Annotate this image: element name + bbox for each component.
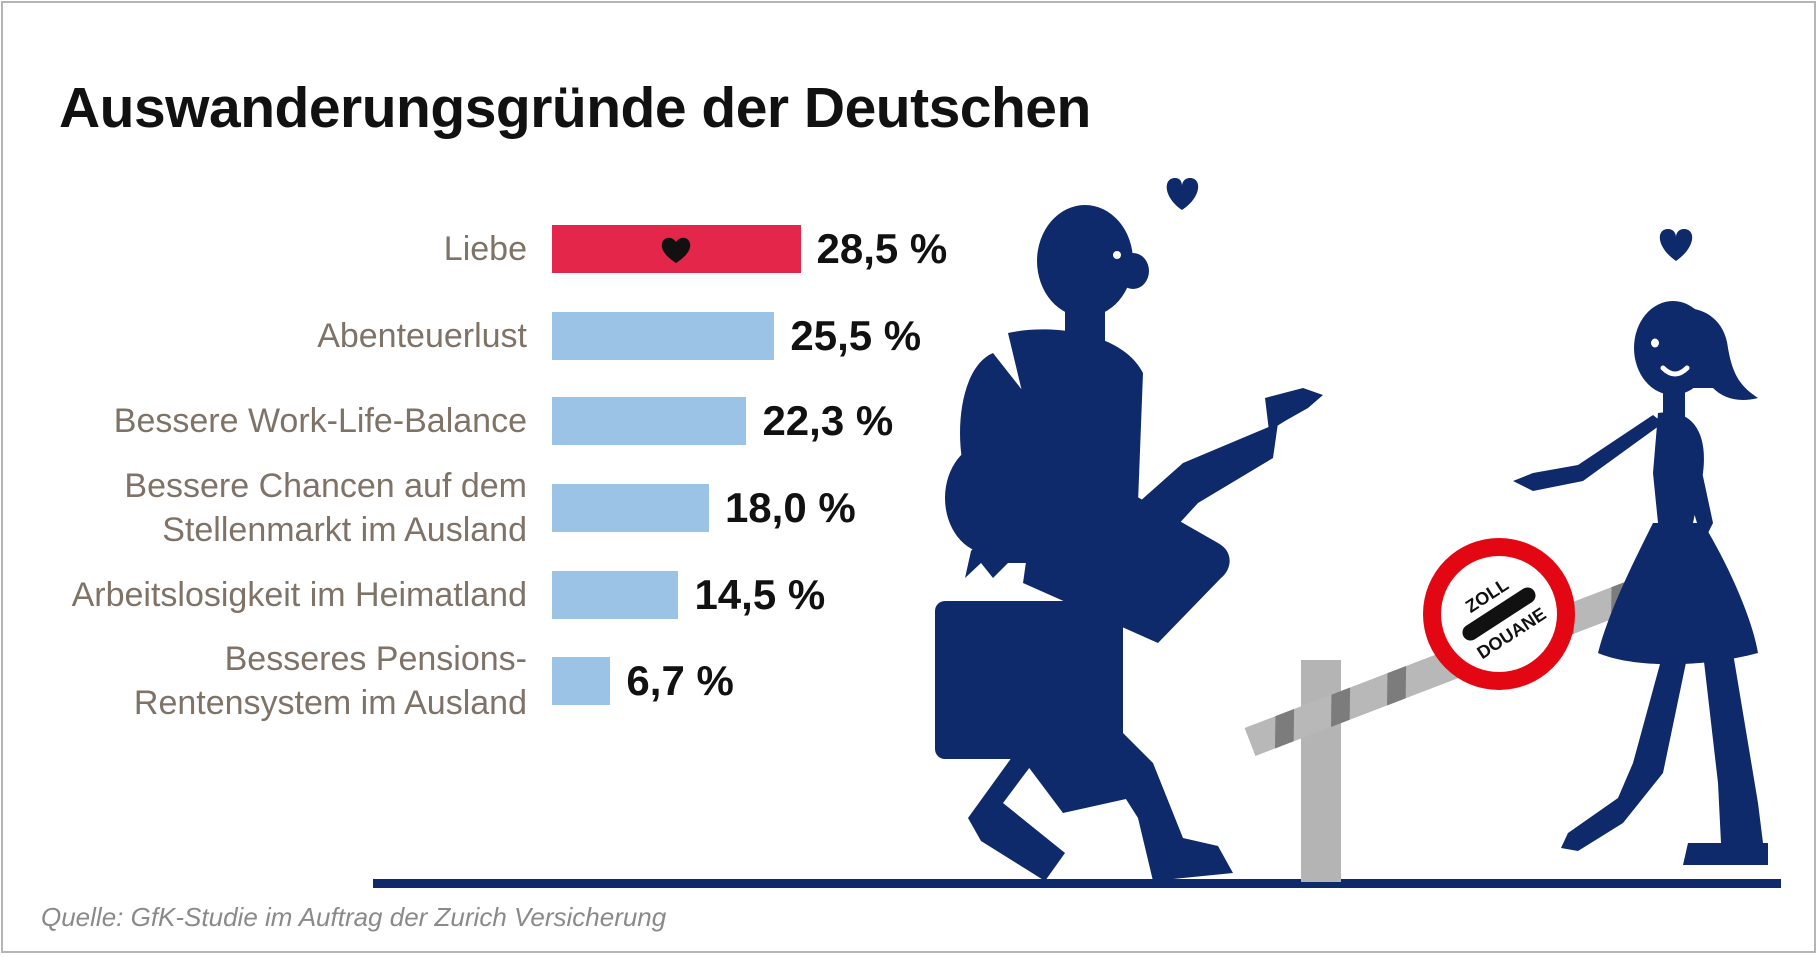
- bar-value-label: 22,3 %: [762, 397, 894, 444]
- bar-label: Abenteuerlust: [317, 314, 527, 358]
- heart-icon: [1166, 178, 1199, 210]
- barrier-post: [1301, 660, 1341, 882]
- bar-label: Arbeitslosigkeit im Heimatland: [72, 573, 527, 617]
- bar-label-line: Bessere Chancen auf dem: [124, 467, 527, 505]
- source-note: Quelle: GfK-Studie im Auftrag der Zurich…: [41, 902, 667, 932]
- woman-eye: [1651, 338, 1659, 348]
- bar-value-label: 6,7 %: [626, 657, 734, 704]
- bar-label-line: Rentensystem im Ausland: [133, 684, 527, 722]
- bar-label: Besseres Pensions- Rentensystem im Auslan…: [134, 637, 527, 725]
- bar: [552, 657, 611, 705]
- ground-line: [373, 879, 1781, 888]
- woman-smile: [1660, 365, 1690, 377]
- man-eye: [1113, 251, 1121, 259]
- heart-icon: [662, 237, 691, 263]
- bar-label: Liebe: [444, 227, 527, 271]
- bar-value-label: 28,5 %: [816, 225, 948, 272]
- customs-sign: ZOLL DOUANE: [1423, 538, 1575, 690]
- bar-label-line: Bessere Work-Life-Balance: [113, 402, 527, 440]
- bar-value-label: 14,5 %: [694, 571, 826, 618]
- heart-icon: [1659, 229, 1693, 261]
- woman-silhouette: [1513, 301, 1768, 865]
- bar: [552, 312, 775, 360]
- bar-label-line: Abenteuerlust: [317, 317, 527, 355]
- bar-label-line: Arbeitslosigkeit im Heimatland: [71, 576, 527, 614]
- bar: [552, 484, 709, 532]
- bar: [552, 397, 747, 445]
- bar-label-line: Liebe: [443, 230, 527, 268]
- bar-label-line: Stellenmarkt im Ausland: [162, 511, 527, 549]
- chart-title: Auswanderungsgründe der Deutschen: [59, 76, 1091, 140]
- bar-label-line: Besseres Pensions-: [224, 640, 527, 678]
- man-silhouette: [935, 205, 1323, 881]
- bar-value-label: 18,0 %: [724, 484, 856, 531]
- illustration: ZOLL DOUANE: [373, 178, 1781, 888]
- bar-label: Bessere Chancen auf dem Stellenmarkt im A…: [124, 464, 527, 552]
- bar: [552, 571, 679, 619]
- bar-label: Bessere Work-Life-Balance: [114, 399, 527, 443]
- bar-value-label: 25,5 %: [790, 312, 922, 359]
